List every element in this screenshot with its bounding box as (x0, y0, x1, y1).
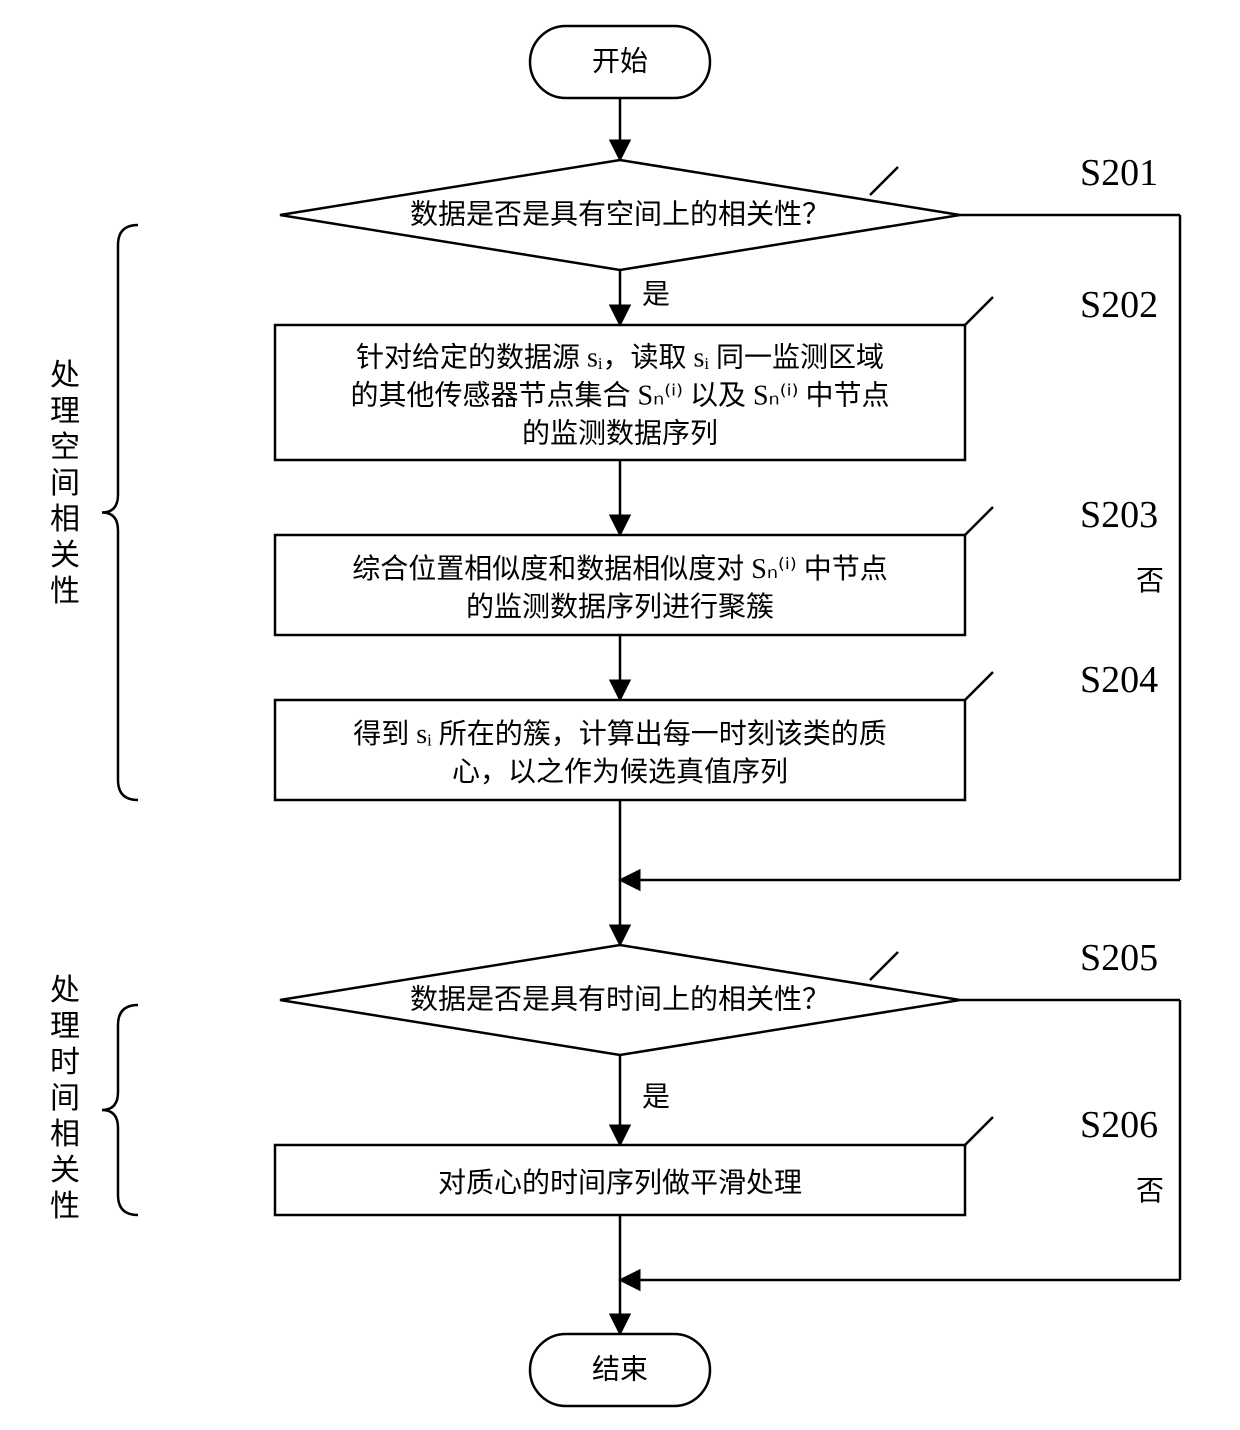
p4-line-0: 对质心的时间序列做平滑处理 (438, 1167, 802, 1199)
p3-line-1: 心，以之作为候选真值序列 (452, 756, 788, 788)
p1-line-1: 的其他传感器节点集合 Sₙ⁽ⁱ⁾ 以及 Sₙ⁽ⁱ⁾ 中节点 (351, 380, 890, 412)
brace (102, 1005, 138, 1215)
step-S202: S202 (1080, 284, 1158, 326)
group-spatial-char-4: 相 (50, 503, 80, 536)
group-temporal-char-0: 处 (50, 974, 80, 1007)
brace (102, 225, 138, 800)
p1-line-2: 的监测数据序列 (522, 418, 718, 450)
d2-text: 数据是否是具有时间上的相关性？ (410, 983, 830, 1015)
group-temporal-char-4: 相 (50, 1118, 80, 1151)
group-temporal-char-6: 性 (50, 1190, 80, 1223)
d1-text: 数据是否是具有空间上的相关性？ (410, 198, 830, 230)
d1-no-label: 否 (1136, 566, 1164, 597)
d2-yes-label: 是 (642, 1082, 670, 1113)
d1-yes-label: 是 (642, 280, 670, 311)
group-spatial-char-5: 关 (50, 539, 80, 572)
group-spatial-char-1: 理 (50, 395, 80, 428)
group-spatial-char-2: 空 (50, 431, 80, 464)
group-spatial-char-6: 性 (50, 575, 80, 608)
group-temporal-char-5: 关 (50, 1154, 80, 1187)
group-temporal-char-2: 时 (50, 1046, 80, 1079)
start-label: 开始 (592, 45, 648, 77)
group-spatial-char-3: 间 (50, 467, 80, 500)
p1-line-0: 针对给定的数据源 sᵢ，读取 sᵢ 同一监测区域 (356, 342, 884, 374)
step-S201: S201 (1080, 152, 1158, 194)
p2-line-1: 的监测数据序列进行聚簇 (466, 591, 774, 623)
p2-line-0: 综合位置相似度和数据相似度对 Sₙ⁽ⁱ⁾ 中节点 (352, 553, 888, 585)
step-S204: S204 (1080, 659, 1158, 701)
group-spatial-char-0: 处 (50, 359, 80, 392)
d2-no-label: 否 (1136, 1176, 1164, 1207)
step-S206: S206 (1080, 1104, 1158, 1146)
step-S205: S205 (1080, 937, 1158, 979)
group-temporal-char-1: 理 (50, 1010, 80, 1043)
group-temporal-char-3: 间 (50, 1082, 80, 1115)
step-S203: S203 (1080, 494, 1158, 536)
end-label: 结束 (592, 1353, 648, 1385)
p3-line-0: 得到 sᵢ 所在的簇，计算出每一时刻该类的质 (353, 718, 886, 750)
